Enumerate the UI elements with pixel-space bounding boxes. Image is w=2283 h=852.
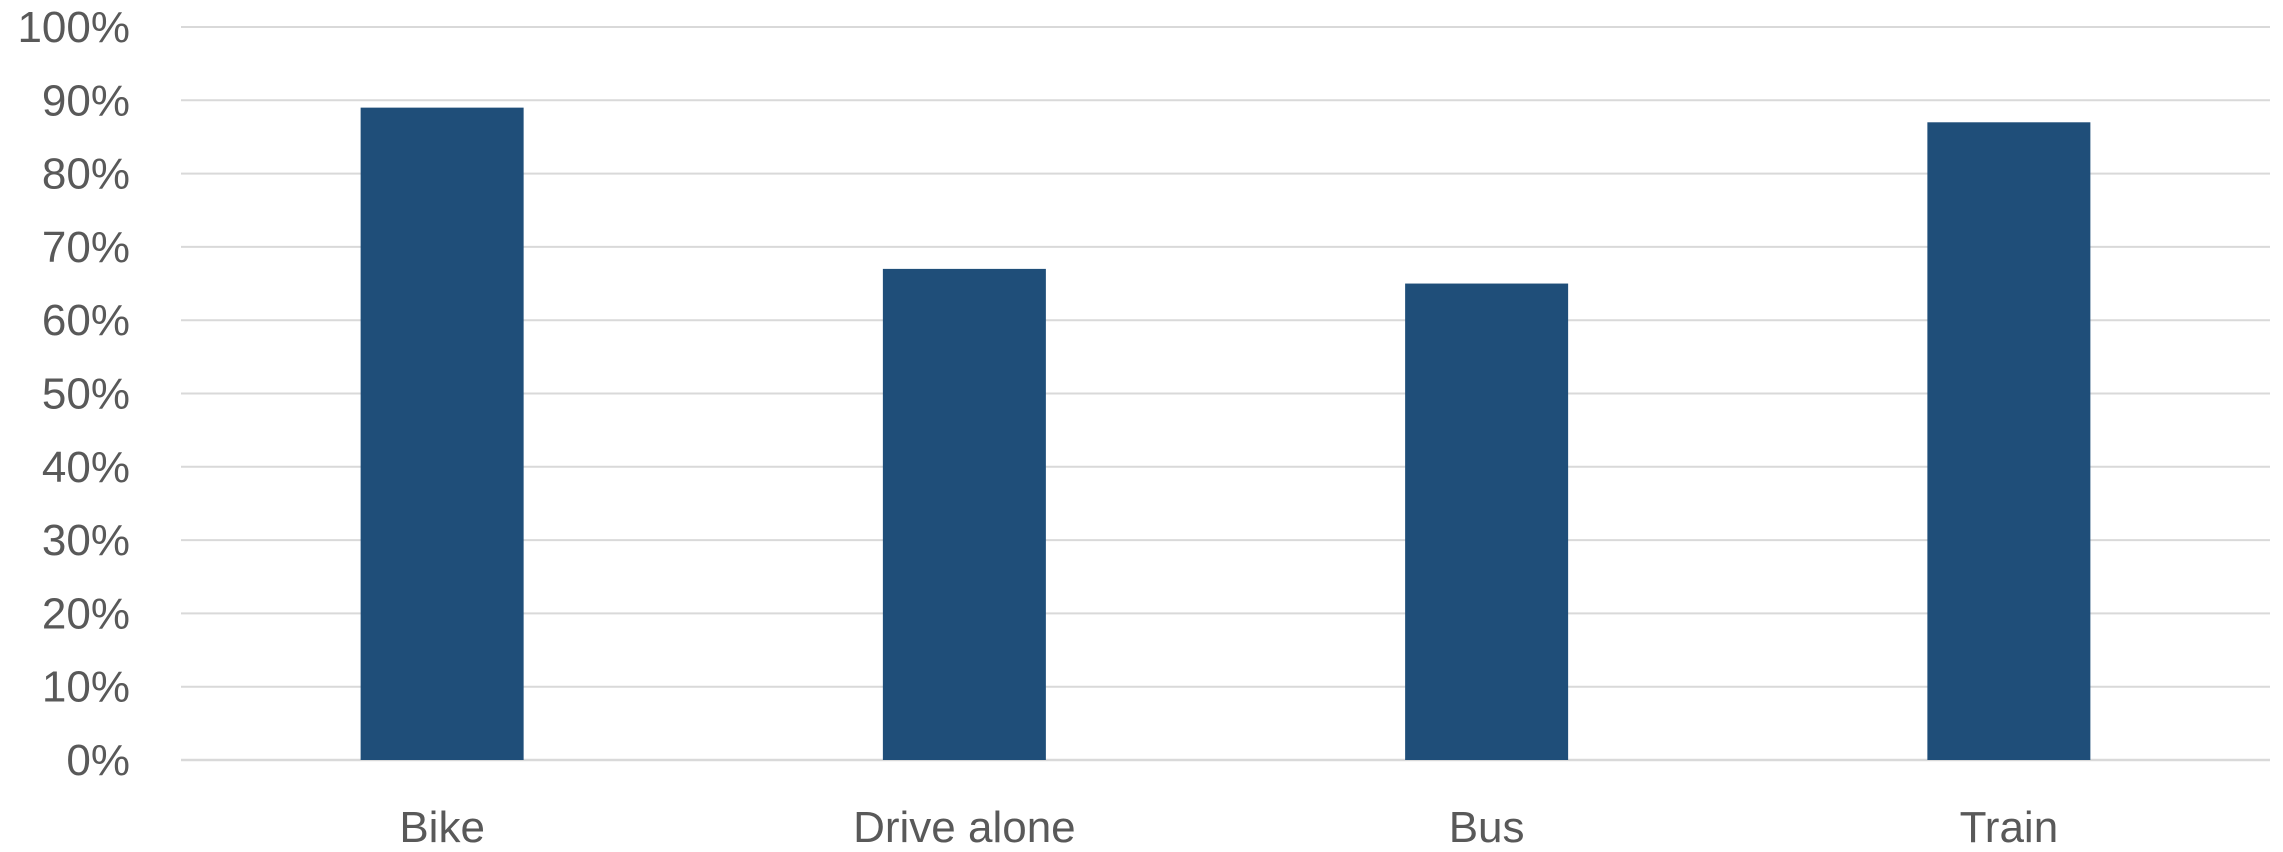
y-axis-ticks: 0% 10% 20% 30% 40% 50% 60% 70% 80% 90% 100% [17, 3, 130, 785]
x-axis-labels: Bike Drive alone Bus Train [399, 803, 2058, 852]
x-category-label: Bus [1449, 803, 1525, 852]
y-tick-label: 40% [42, 443, 130, 492]
bars [360, 107, 2091, 761]
y-tick-label: 90% [42, 76, 130, 125]
y-tick-label: 70% [42, 223, 130, 272]
bar-bus [1405, 283, 1569, 760]
y-tick-label: 100% [17, 3, 130, 52]
bar-drive-alone [882, 268, 1046, 760]
y-tick-label: 20% [42, 589, 130, 638]
bar-bike [360, 107, 524, 760]
x-category-label: Train [1960, 803, 2059, 852]
gridlines [181, 26, 2270, 762]
y-tick-label: 30% [42, 516, 130, 565]
y-tick-label: 60% [42, 296, 130, 345]
y-tick-label: 0% [66, 736, 130, 785]
x-category-label: Bike [399, 803, 485, 852]
y-tick-label: 10% [42, 663, 130, 712]
x-category-label: Drive alone [853, 803, 1076, 852]
y-tick-label: 50% [42, 370, 130, 419]
y-tick-label: 80% [42, 150, 130, 199]
bar-train [1927, 122, 2091, 761]
